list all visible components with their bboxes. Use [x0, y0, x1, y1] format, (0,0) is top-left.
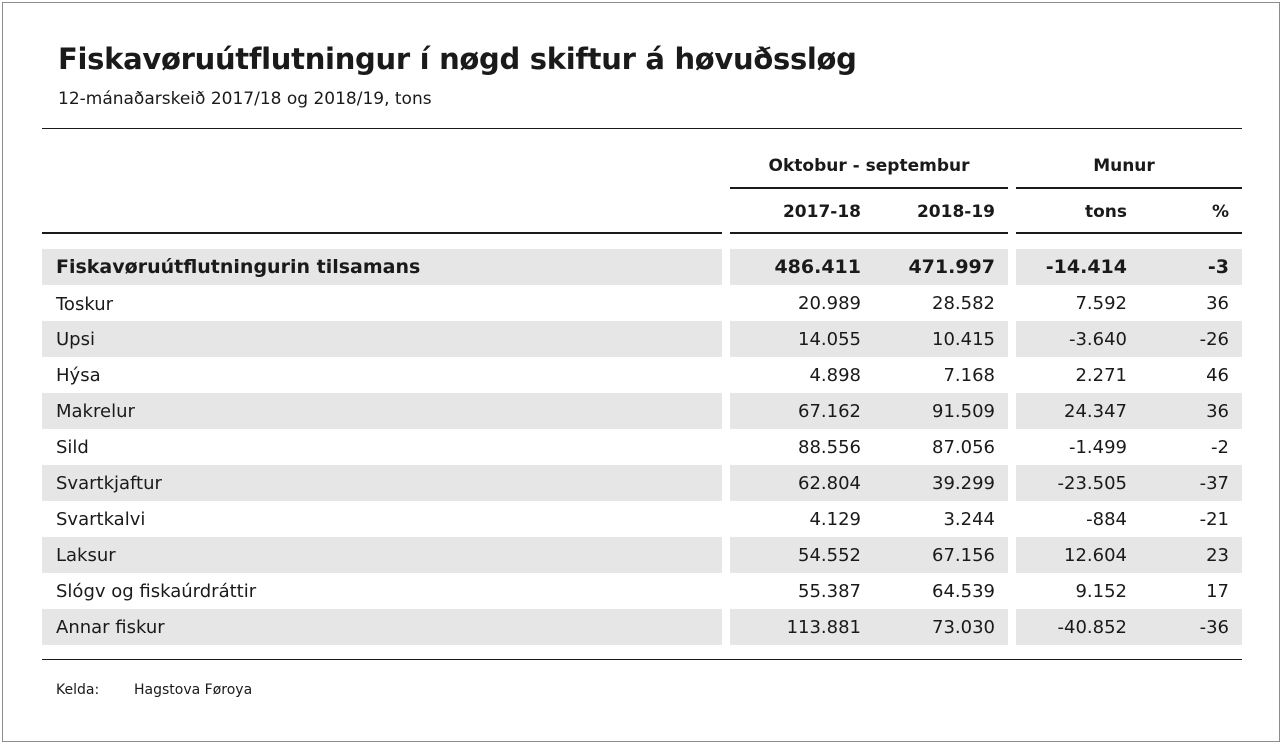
header-col-tons: tons [1084, 202, 1127, 222]
cell-diff-pct: -26 [1199, 329, 1229, 350]
cell-diff-tons: -23.505 [1057, 473, 1127, 494]
cell-diff-tons: 2.271 [1075, 365, 1127, 386]
row-band [1016, 393, 1242, 429]
cell-2017-18: 54.552 [798, 545, 861, 566]
period-group-rule [730, 187, 1008, 189]
cell-2018-19: 471.997 [908, 256, 995, 278]
row-label: Svartkjaftur [56, 473, 162, 494]
header-period-group: Oktobur - septembur [768, 156, 970, 176]
cell-2018-19: 67.156 [932, 545, 995, 566]
top-rule [42, 128, 1242, 129]
row-band [730, 609, 1008, 645]
cell-2018-19: 10.415 [932, 329, 995, 350]
header-rule-period [730, 232, 1008, 234]
cell-2017-18: 88.556 [798, 437, 861, 458]
row-label: Toskur [56, 294, 114, 315]
row-band [730, 465, 1008, 501]
row-band [1016, 537, 1242, 573]
cell-diff-pct: -37 [1199, 473, 1229, 494]
row-label: Fiskavøruútflutningurin tilsamans [56, 256, 421, 278]
cell-2018-19: 7.168 [943, 365, 995, 386]
cell-diff-pct: 23 [1206, 545, 1229, 566]
row-band [730, 393, 1008, 429]
cell-2018-19: 64.539 [932, 581, 995, 602]
page-subtitle: 12-mánaðarskeið 2017/18 og 2018/19, tons [58, 89, 432, 109]
row-band [42, 249, 722, 285]
cell-2017-18: 67.162 [798, 401, 861, 422]
row-label: Annar fiskur [56, 617, 165, 638]
cell-2017-18: 4.898 [809, 365, 861, 386]
diff-group-rule [1016, 187, 1242, 189]
cell-2017-18: 486.411 [774, 256, 861, 278]
row-band [1016, 321, 1242, 357]
row-band [730, 537, 1008, 573]
header-col-pct: % [1211, 202, 1229, 222]
cell-diff-tons: -1.499 [1068, 437, 1127, 458]
cell-diff-pct: -3 [1207, 256, 1229, 278]
row-band [42, 321, 722, 357]
cell-2018-19: 73.030 [932, 617, 995, 638]
row-label: Slógv og fiskaúrdráttir [56, 581, 257, 602]
page-title: Fiskavøruútflutningur í nøgd skiftur á h… [58, 42, 857, 76]
cell-2017-18: 113.881 [786, 617, 861, 638]
cell-diff-pct: -21 [1199, 509, 1229, 530]
row-band [1016, 609, 1242, 645]
cell-diff-tons: 24.347 [1064, 401, 1127, 422]
row-band [42, 393, 722, 429]
row-label: Hýsa [56, 365, 101, 386]
cell-diff-pct: 46 [1206, 365, 1229, 386]
header-col-2018-19: 2018-19 [916, 202, 995, 222]
row-band [730, 249, 1008, 285]
row-band [730, 321, 1008, 357]
cell-diff-tons: 7.592 [1075, 293, 1127, 314]
cell-2018-19: 91.509 [932, 401, 995, 422]
row-label: Sild [56, 437, 89, 458]
cell-2018-19: 3.244 [943, 509, 995, 530]
cell-diff-tons: -3.640 [1068, 329, 1127, 350]
bottom-rule [42, 659, 1242, 660]
cell-diff-pct: 36 [1206, 401, 1229, 422]
row-band [42, 537, 722, 573]
cell-2017-18: 14.055 [798, 329, 861, 350]
cell-diff-tons: -40.852 [1057, 617, 1127, 638]
cell-2017-18: 20.989 [798, 293, 861, 314]
row-band [1016, 249, 1242, 285]
cell-diff-tons: 12.604 [1064, 545, 1127, 566]
header-diff-group: Munur [1093, 156, 1155, 176]
cell-diff-pct: 17 [1206, 581, 1229, 602]
row-label: Makrelur [56, 401, 135, 422]
cell-2017-18: 55.387 [798, 581, 861, 602]
header-rule-label [42, 232, 722, 234]
cell-2017-18: 4.129 [809, 509, 861, 530]
cell-2018-19: 39.299 [932, 473, 995, 494]
cell-diff-pct: 36 [1206, 293, 1229, 314]
row-label: Svartkalvi [56, 509, 146, 530]
header-rule-diff [1016, 232, 1242, 234]
cell-diff-tons: -14.414 [1045, 256, 1127, 278]
row-band [1016, 465, 1242, 501]
cell-diff-tons: -884 [1086, 509, 1127, 530]
cell-diff-pct: -36 [1199, 617, 1229, 638]
source-label: Kelda: [56, 682, 100, 698]
cell-diff-tons: 9.152 [1075, 581, 1127, 602]
row-band [42, 465, 722, 501]
row-label: Upsi [56, 329, 95, 350]
cell-2018-19: 28.582 [932, 293, 995, 314]
cell-diff-pct: -2 [1211, 437, 1229, 458]
cell-2018-19: 87.056 [932, 437, 995, 458]
row-band [42, 609, 722, 645]
source-value: Hagstova Føroya [134, 682, 253, 698]
row-label: Laksur [56, 545, 116, 566]
header-col-2017-18: 2017-18 [782, 202, 861, 222]
cell-2017-18: 62.804 [798, 473, 861, 494]
